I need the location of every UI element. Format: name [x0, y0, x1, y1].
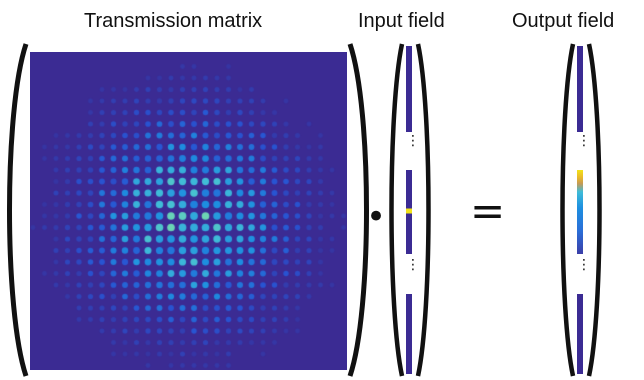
equals-operator: = [470, 186, 506, 235]
input-vector-segment-bottom [406, 294, 412, 374]
input-vector-segment-top [406, 46, 412, 132]
output-right-bracket [586, 43, 602, 377]
input-field-label: Input field [358, 10, 445, 32]
output-vector-segment-middle [577, 170, 583, 254]
output-vector-segment-bottom [577, 294, 583, 374]
output-field-label: Output field [512, 10, 615, 32]
matrix-right-bracket [347, 43, 369, 377]
input-ellipsis-top: ⋮ [406, 133, 420, 149]
input-ellipsis-bottom: ⋮ [406, 257, 420, 273]
transmission-matrix-label: Transmission matrix [84, 10, 263, 32]
output-vector-segment-top [577, 46, 583, 132]
output-ellipsis-bottom: ⋮ [577, 257, 591, 273]
output-left-bracket [560, 43, 576, 377]
matrix-left-bracket [7, 43, 29, 377]
output-ellipsis-top: ⋮ [577, 133, 591, 149]
transmission-matrix-heatmap [30, 52, 347, 370]
input-right-bracket [415, 43, 431, 377]
input-vector-segment-middle [406, 170, 412, 254]
input-left-bracket [389, 43, 405, 377]
dot-product-operator: • [366, 197, 387, 237]
